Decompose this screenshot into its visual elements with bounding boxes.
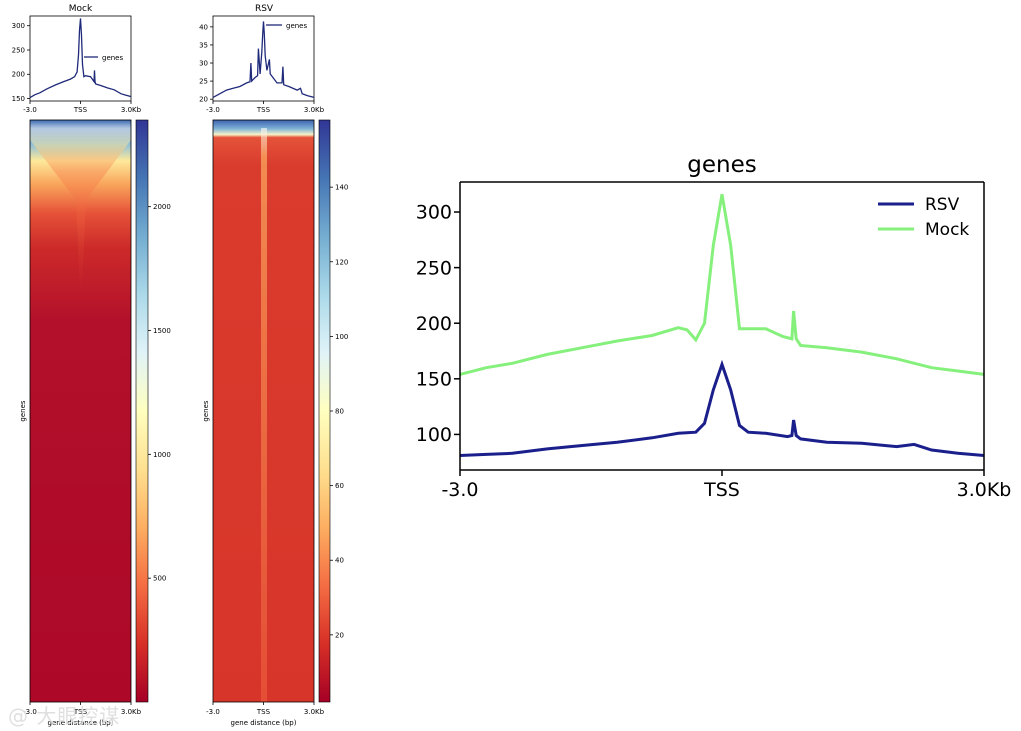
combined-rsv-line xyxy=(459,359,985,457)
rsv-profile-xticks: -3.0 TSS 3.0Kb xyxy=(206,101,325,114)
xtick-label: 3.0Kb xyxy=(304,106,325,114)
rsv-heatmap-xticks: -3.0 TSS 3.0Kb xyxy=(206,702,325,716)
mock-colorbar-ticks: 500 1000 1500 2000 xyxy=(148,203,171,583)
rsv-heatmap-tss-signal xyxy=(261,128,267,702)
ytick-label: 150 xyxy=(416,368,452,390)
colorbar-tick-label: 1000 xyxy=(153,451,171,459)
rsv-profile-legend-label: genes xyxy=(286,22,307,30)
rsv-profile-line xyxy=(212,21,315,99)
mock-heatmap-xlabel: gene distance (bp) xyxy=(48,719,114,727)
legend-mock-label: Mock xyxy=(925,220,969,240)
xtick-label: -3.0 xyxy=(206,708,220,716)
mock-heatmap-ylabel: genes xyxy=(19,400,27,421)
xtick-label: TSS xyxy=(256,708,271,716)
rsv-profile-yticks: 20 25 30 35 40 xyxy=(199,23,213,104)
ytick-label: 35 xyxy=(199,41,208,49)
mock-profile-yticks: 150 200 250 300 xyxy=(12,22,30,103)
ytick-label: 300 xyxy=(416,202,452,224)
combined-profile-title: genes xyxy=(687,152,756,178)
rsv-profile-panel: RSV 20 25 30 35 40 -3.0 TSS 3.0Kb genes xyxy=(199,4,325,114)
ytick-label: 100 xyxy=(416,424,452,446)
xtick-label: 3.0Kb xyxy=(957,479,1012,501)
mock-heatmap-xticks: -3.0 TSS 3.0Kb xyxy=(23,702,142,716)
colorbar-tick-label: 500 xyxy=(153,575,166,583)
colorbar-tick-label: 60 xyxy=(335,482,344,490)
ytick-label: 150 xyxy=(12,95,25,103)
rsv-colorbar xyxy=(318,119,331,703)
legend-rsv-label: RSV xyxy=(925,195,960,215)
colorbar-tick-label: 40 xyxy=(335,557,344,565)
xtick-label: 3.0Kb xyxy=(121,106,142,114)
mock-colorbar xyxy=(135,119,149,703)
xtick-label: -3.0 xyxy=(441,479,478,501)
mock-profile-title: Mock xyxy=(69,4,93,14)
xtick-label: 3.0Kb xyxy=(121,708,142,716)
colorbar-tick-label: 1500 xyxy=(153,327,171,335)
mock-profile-panel: Mock 150 200 250 300 -3.0 TSS 3.0Kb genes xyxy=(12,4,142,114)
rsv-heatmap-panel: genes -3.0 TSS 3.0Kb gene distance (bp) 20… xyxy=(202,119,348,727)
colorbar-tick-label: 100 xyxy=(335,333,348,341)
rsv-heatmap-ylabel: genes xyxy=(202,400,210,421)
ytick-label: 40 xyxy=(199,23,208,31)
xtick-label: TSS xyxy=(256,106,271,114)
ytick-label: 250 xyxy=(416,257,452,279)
combined-profile-panel: genes 100 150 200 250 300 -3.0 TSS 3.0Kb RSV M… xyxy=(416,152,1012,501)
rsv-colorbar-ticks: 20 40 60 80 100 120 140 xyxy=(330,184,348,639)
ytick-label: 250 xyxy=(12,46,25,54)
colorbar-tick-label: 2000 xyxy=(153,203,171,211)
colorbar-tick-label: 20 xyxy=(335,631,344,639)
ytick-label: 300 xyxy=(12,22,25,30)
ytick-label: 200 xyxy=(12,71,25,79)
colorbar-tick-label: 140 xyxy=(335,184,348,192)
xtick-label: TSS xyxy=(73,106,88,114)
xtick-label: -3.0 xyxy=(23,708,37,716)
xtick-label: -3.0 xyxy=(23,106,37,114)
colorbar-tick-label: 120 xyxy=(335,258,348,266)
mock-heatmap-panel: genes -3.0 TSS 3.0Kb gene distance (bp) 50… xyxy=(19,119,171,727)
watermark: @ 大眼控谋 xyxy=(8,704,121,728)
xtick-label: -3.0 xyxy=(206,106,220,114)
ytick-label: 25 xyxy=(199,78,208,86)
mock-profile-xticks: -3.0 TSS 3.0Kb xyxy=(23,101,142,114)
rsv-heatmap-xlabel: gene distance (bp) xyxy=(231,719,297,727)
ytick-label: 20 xyxy=(199,96,208,104)
mock-profile-legend-label: genes xyxy=(102,54,123,62)
combined-mock-line xyxy=(459,193,985,376)
mock-profile-line xyxy=(29,18,132,99)
rsv-profile-title: RSV xyxy=(255,4,274,14)
xtick-label: TSS xyxy=(73,708,88,716)
combined-profile-xticks: -3.0 TSS 3.0Kb xyxy=(441,470,1011,501)
combined-profile-yticks: 100 150 200 250 300 xyxy=(416,202,460,446)
colorbar-tick-label: 80 xyxy=(335,408,344,416)
mock-heatmap-tss-signal xyxy=(30,120,131,290)
ytick-label: 200 xyxy=(416,313,452,335)
ytick-label: 30 xyxy=(199,59,208,67)
combined-legend: RSV Mock xyxy=(878,195,969,240)
xtick-label: 3.0Kb xyxy=(304,708,325,716)
xtick-label: TSS xyxy=(703,479,740,501)
